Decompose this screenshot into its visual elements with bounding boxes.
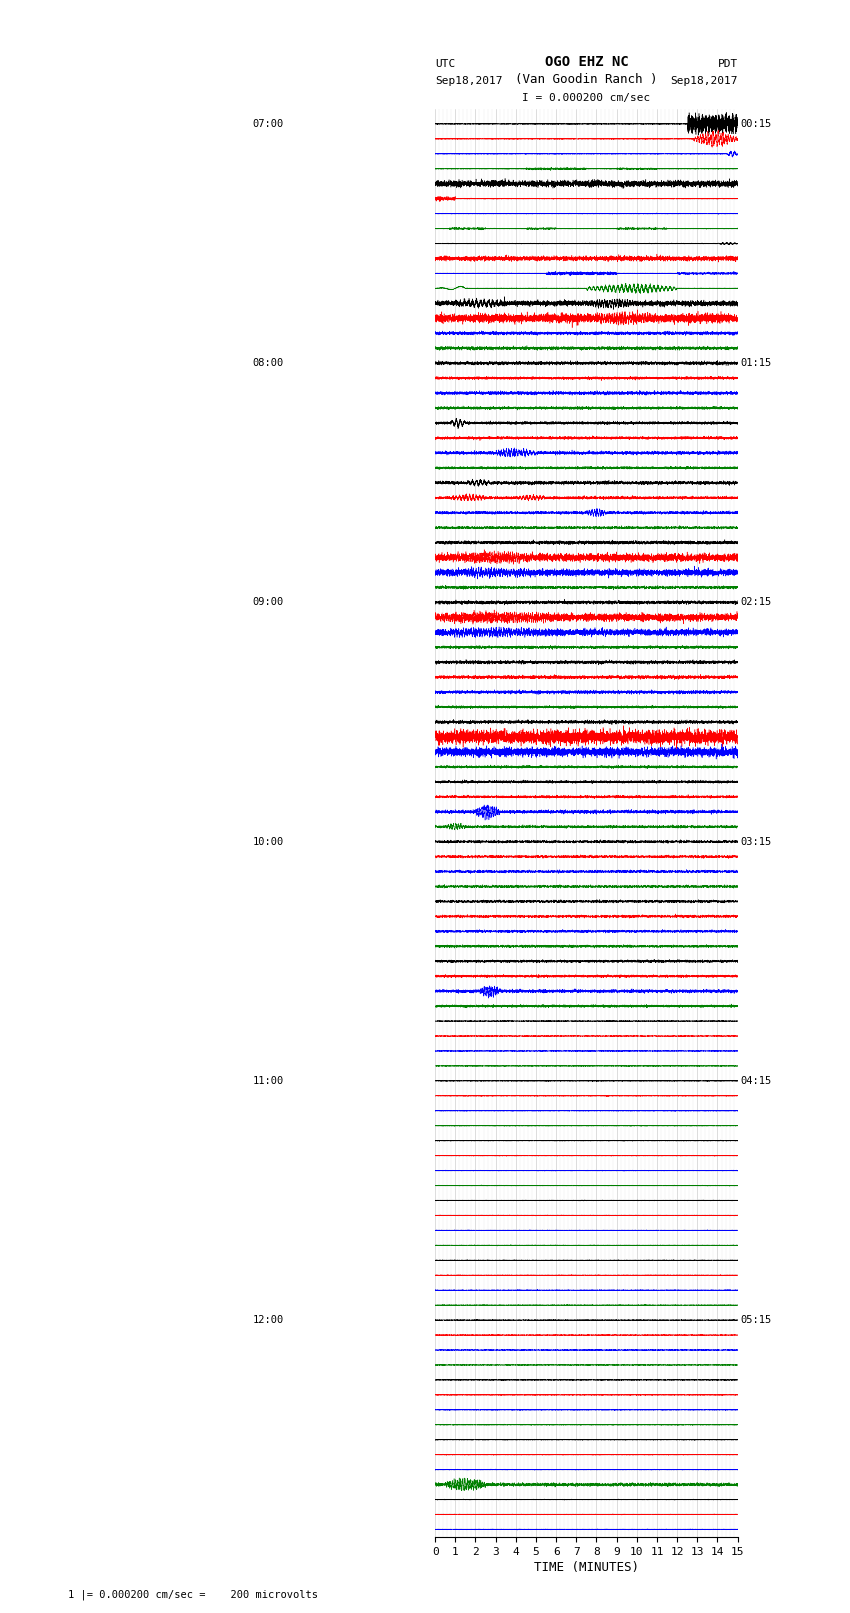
X-axis label: TIME (MINUTES): TIME (MINUTES) (534, 1561, 639, 1574)
Text: 00:15: 00:15 (740, 119, 772, 129)
Text: PDT: PDT (717, 60, 738, 69)
Text: 04:15: 04:15 (740, 1076, 772, 1086)
Text: OGO EHZ NC: OGO EHZ NC (545, 55, 628, 69)
Text: 08:00: 08:00 (252, 358, 284, 368)
Text: 10:00: 10:00 (252, 837, 284, 847)
Text: 05:15: 05:15 (740, 1315, 772, 1326)
Text: 03:15: 03:15 (740, 837, 772, 847)
Text: UTC: UTC (435, 60, 456, 69)
Text: 02:15: 02:15 (740, 597, 772, 608)
Text: 12:00: 12:00 (252, 1315, 284, 1326)
Text: Sep18,2017: Sep18,2017 (670, 76, 738, 85)
Text: (Van Goodin Ranch ): (Van Goodin Ranch ) (515, 73, 658, 85)
Text: 07:00: 07:00 (252, 119, 284, 129)
Text: 11:00: 11:00 (252, 1076, 284, 1086)
Text: I = 0.000200 cm/sec: I = 0.000200 cm/sec (522, 94, 650, 103)
Text: 01:15: 01:15 (740, 358, 772, 368)
Text: Sep18,2017: Sep18,2017 (435, 76, 502, 85)
Text: 1 |= 0.000200 cm/sec =    200 microvolts: 1 |= 0.000200 cm/sec = 200 microvolts (68, 1589, 318, 1600)
Text: 09:00: 09:00 (252, 597, 284, 608)
